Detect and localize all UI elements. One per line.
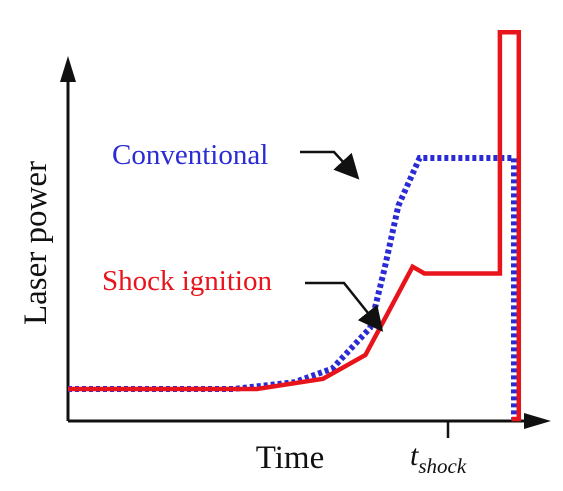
t-shock-sub: shock xyxy=(418,454,466,478)
series-conventional xyxy=(68,155,517,419)
legend-conventional-pointer xyxy=(300,150,360,180)
t-shock-label: tshock xyxy=(410,439,467,478)
y-axis-label: Laser power xyxy=(18,161,54,325)
t-shock-main: t xyxy=(410,439,419,472)
x-axis-label: Time xyxy=(256,440,324,476)
legend-conventional: Conventional xyxy=(112,139,268,171)
legend-shock-ignition-pointer xyxy=(305,281,384,332)
series-shock-ignition xyxy=(68,30,522,422)
x-axis-arrow xyxy=(524,413,551,429)
legend-shock-ignition: Shock ignition xyxy=(102,265,272,297)
y-axis-arrow xyxy=(60,56,76,82)
